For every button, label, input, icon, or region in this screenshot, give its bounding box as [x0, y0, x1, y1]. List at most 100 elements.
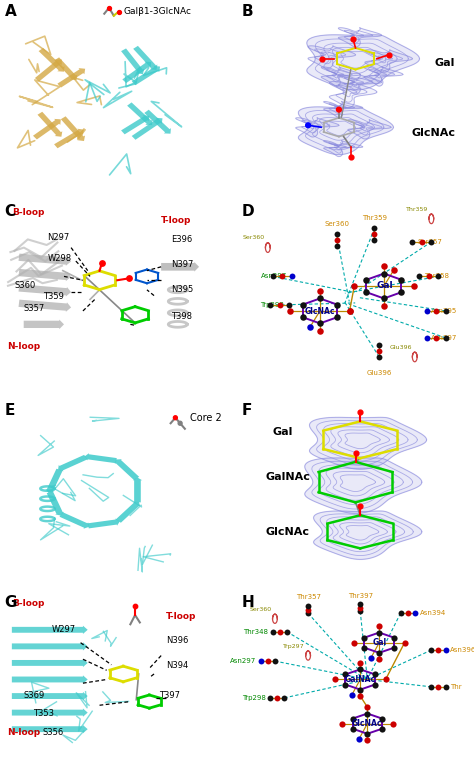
Point — [375, 345, 383, 358]
Point — [283, 626, 291, 638]
Polygon shape — [308, 46, 356, 68]
FancyArrow shape — [161, 262, 199, 272]
FancyArrow shape — [132, 66, 160, 85]
FancyArrow shape — [121, 115, 149, 135]
Point — [348, 689, 356, 702]
Text: GlcNAc: GlcNAc — [265, 527, 310, 537]
FancyArrow shape — [18, 269, 71, 281]
Point — [364, 734, 371, 746]
Point — [299, 298, 306, 311]
Text: S357: S357 — [24, 304, 45, 313]
Point — [316, 325, 324, 337]
Text: E: E — [5, 403, 15, 418]
FancyArrow shape — [121, 49, 144, 74]
FancyArrow shape — [12, 725, 88, 734]
Point — [380, 292, 388, 305]
Text: G: G — [5, 595, 17, 610]
Point — [375, 653, 383, 666]
Text: A: A — [5, 4, 17, 19]
Point — [356, 500, 364, 512]
Point — [442, 680, 449, 693]
Point — [176, 417, 184, 430]
Point — [442, 644, 449, 656]
FancyArrow shape — [58, 455, 87, 471]
Point — [331, 673, 338, 686]
Point — [304, 600, 312, 612]
Point — [390, 631, 398, 644]
Text: B-loop: B-loop — [12, 599, 44, 608]
Text: N297: N297 — [47, 233, 70, 242]
Point — [356, 601, 364, 614]
FancyArrow shape — [122, 62, 151, 83]
Point — [356, 597, 364, 610]
Text: Ser360: Ser360 — [243, 236, 264, 240]
Point — [342, 678, 349, 691]
Text: Thr: Thr — [450, 684, 462, 690]
Point — [380, 300, 388, 312]
Point — [131, 600, 139, 612]
Text: N397: N397 — [171, 260, 193, 269]
Text: GlcNAc: GlcNAc — [352, 719, 383, 728]
Text: H: H — [242, 595, 255, 610]
Point — [319, 52, 326, 65]
Point — [304, 607, 312, 619]
FancyArrow shape — [55, 57, 77, 80]
Text: GalNAc: GalNAc — [265, 471, 310, 482]
FancyArrow shape — [132, 117, 163, 140]
Text: F: F — [242, 403, 252, 418]
Text: Thr357: Thr357 — [296, 594, 320, 601]
FancyArrow shape — [12, 692, 88, 700]
FancyArrow shape — [133, 478, 142, 503]
Polygon shape — [324, 141, 363, 157]
FancyArrow shape — [24, 319, 64, 329]
Text: T397: T397 — [159, 691, 180, 700]
Point — [266, 691, 274, 704]
Point — [356, 657, 364, 669]
Point — [428, 680, 435, 693]
FancyArrow shape — [133, 46, 157, 70]
Point — [363, 286, 370, 298]
Text: Core 2: Core 2 — [190, 413, 221, 423]
Text: GlcNAc: GlcNAc — [411, 128, 455, 138]
Point — [356, 663, 364, 676]
Point — [349, 713, 356, 725]
Point — [404, 607, 411, 619]
Point — [276, 299, 283, 312]
Point — [378, 723, 386, 735]
Point — [432, 305, 440, 317]
Point — [304, 603, 312, 615]
Text: B-loop: B-loop — [12, 208, 44, 217]
Point — [390, 263, 398, 276]
Point — [288, 270, 295, 283]
Polygon shape — [365, 50, 412, 72]
Point — [398, 286, 405, 298]
Point — [380, 260, 388, 272]
Text: Asn396: Asn396 — [450, 647, 474, 653]
Point — [316, 284, 324, 297]
Text: Gal: Gal — [273, 428, 293, 438]
FancyArrow shape — [46, 469, 63, 493]
FancyArrow shape — [12, 709, 88, 716]
Point — [346, 305, 353, 317]
Point — [364, 701, 371, 713]
Text: Ser360: Ser360 — [250, 607, 272, 612]
Point — [428, 644, 435, 656]
Point — [306, 321, 314, 334]
Text: Trp298: Trp298 — [261, 302, 284, 309]
Point — [276, 626, 283, 638]
Text: C: C — [5, 204, 16, 218]
FancyArrow shape — [12, 626, 88, 634]
Point — [278, 270, 286, 283]
Text: Ser360: Ser360 — [324, 221, 349, 226]
FancyArrow shape — [37, 112, 62, 137]
Text: Asn394: Asn394 — [419, 610, 446, 616]
Text: N-loop: N-loop — [7, 727, 40, 737]
Text: S360: S360 — [14, 281, 36, 290]
Point — [418, 236, 426, 248]
Text: T-loop: T-loop — [166, 612, 196, 621]
Text: Gal: Gal — [435, 58, 455, 67]
Point — [266, 299, 274, 312]
Point — [375, 351, 383, 363]
Polygon shape — [321, 67, 360, 86]
Polygon shape — [329, 81, 377, 107]
